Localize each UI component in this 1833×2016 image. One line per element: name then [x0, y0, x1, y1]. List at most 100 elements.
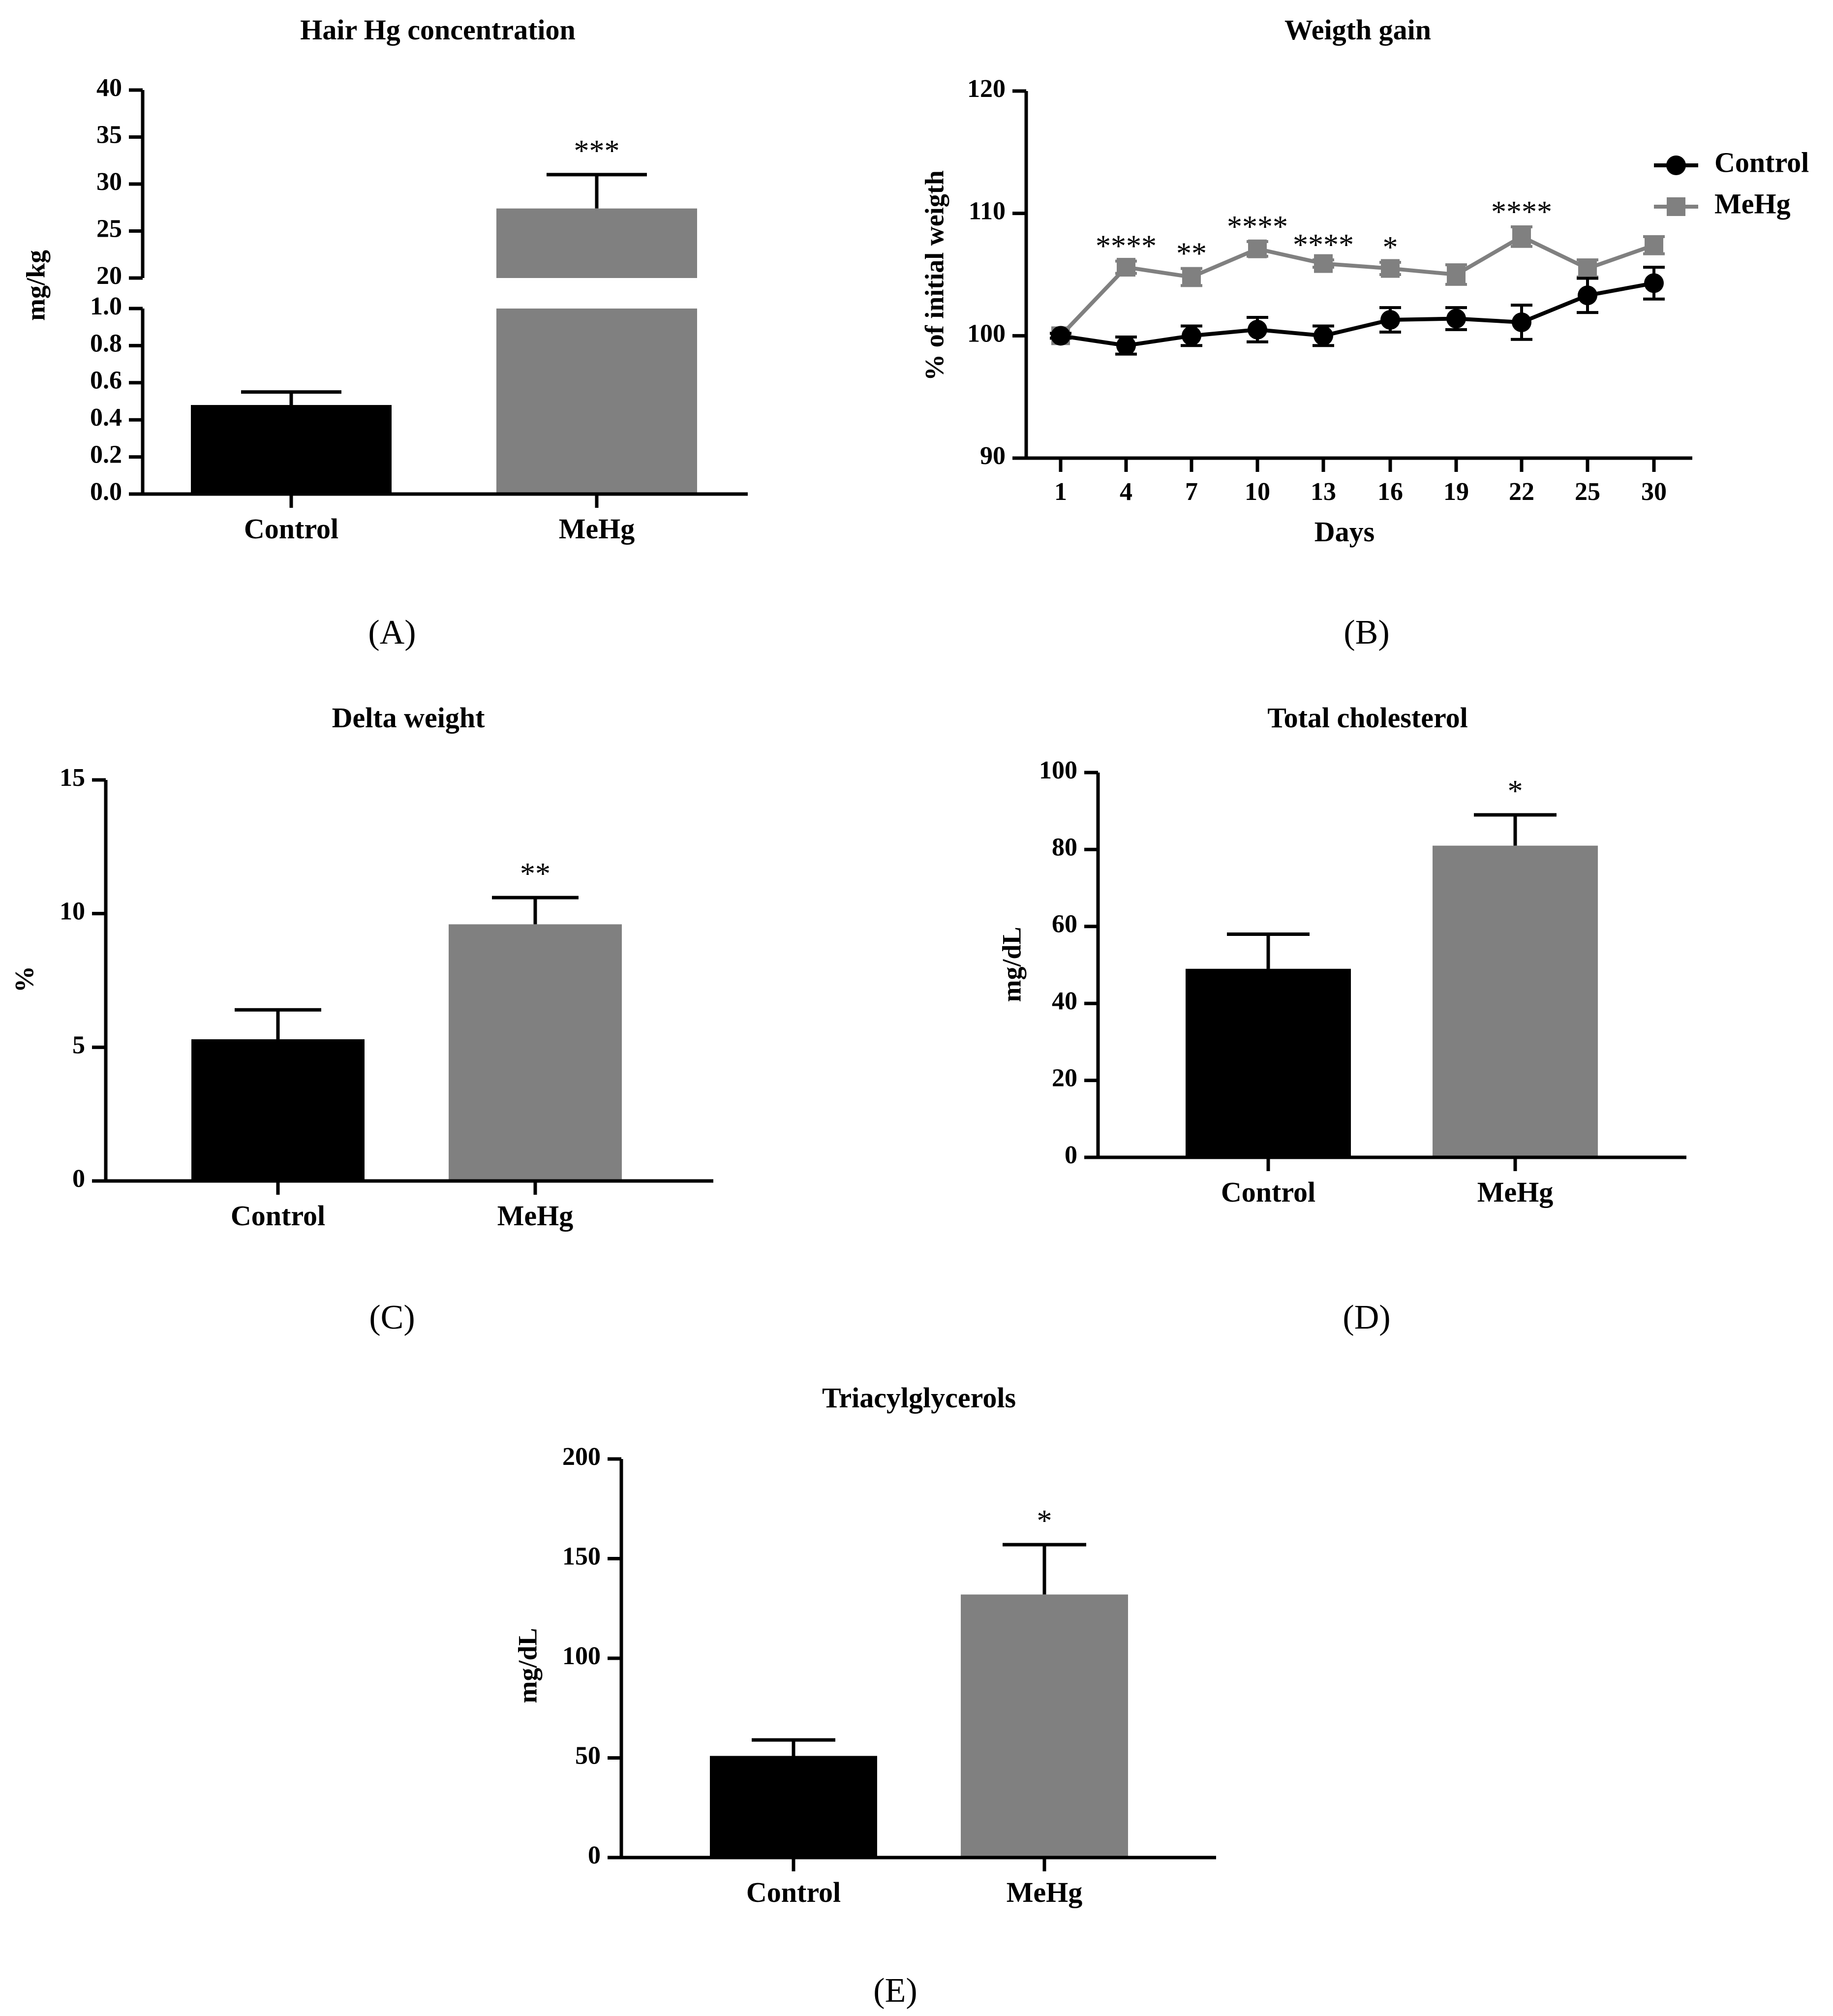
- panel-b-point-mehg: [1182, 267, 1201, 286]
- legend-control-marker: [1666, 155, 1686, 175]
- panel-d-y-tick-label: 20: [1052, 1064, 1077, 1092]
- panel-b-x-tick-label: 1: [1054, 478, 1067, 506]
- panel-c-y-tick-label: 0: [72, 1165, 85, 1193]
- panel-b-point-control: [1116, 336, 1136, 356]
- panel-b-x-tick-label: 10: [1245, 478, 1270, 506]
- panel-d-significance-mehg: *: [1508, 775, 1523, 808]
- panel-c-bar-control: [191, 1039, 365, 1181]
- panel-b-point-mehg: [1381, 259, 1400, 278]
- panel-b-y-tick-label: 100: [967, 319, 1006, 347]
- panel-c-category-control: Control: [231, 1200, 325, 1232]
- panel-b-y-tick-label: 90: [980, 442, 1006, 470]
- panel-b-y-tick-label: 120: [967, 75, 1006, 103]
- panel-b-point-control: [1512, 312, 1531, 332]
- panel-b-point-mehg: [1578, 259, 1597, 278]
- panel-b-x-tick-label: 4: [1120, 478, 1132, 506]
- panel-d-y-tick-label: 40: [1052, 987, 1077, 1015]
- panel-d-category-control: Control: [1221, 1176, 1315, 1208]
- panel-d-y-tick-label: 80: [1052, 833, 1077, 861]
- panel-c-y-tick-label: 15: [60, 764, 85, 792]
- legend-mehg-label: MeHg: [1714, 187, 1791, 219]
- panel-b-point-mehg: [1248, 239, 1267, 258]
- panel-b-point-mehg: [1512, 227, 1531, 246]
- panel-a-bar-mehg-lower: [496, 309, 697, 494]
- panel-c-y-tick-label: 5: [72, 1031, 85, 1059]
- panel-a-y-tick-label: 40: [96, 74, 122, 102]
- panel-b-point-control: [1314, 326, 1333, 346]
- panel-b-title: Weigth gain: [1284, 14, 1431, 46]
- panel-a-y-tick-label: 0.8: [90, 329, 122, 357]
- panel-d-y-tick-label: 100: [1039, 756, 1077, 784]
- panel-a-bar-control: [191, 405, 392, 494]
- panel-a-bar-mehg-upper: [496, 208, 697, 278]
- panel-a-y-tick-label: 0.0: [90, 478, 122, 506]
- panel-b-x-tick-label: 19: [1443, 478, 1469, 506]
- panel-a-title: Hair Hg concentration: [300, 14, 576, 46]
- panel-c-y-label: %: [9, 966, 39, 992]
- panel-e-title: Triacylglycerols: [822, 1382, 1016, 1414]
- panel-b-point-mehg: [1447, 265, 1466, 284]
- panel-b-x-tick-label: 25: [1575, 478, 1600, 506]
- panel-b-significance: **: [1176, 237, 1207, 271]
- panel-e-y-tick-label: 50: [575, 1741, 601, 1769]
- panel-b-significance: ****: [1096, 230, 1157, 263]
- panel-label-b: (B): [1344, 614, 1389, 651]
- panel-a-category-mehg: MeHg: [559, 513, 635, 545]
- panel-c-category-mehg: MeHg: [497, 1200, 574, 1232]
- panel-b-y-label: % of initial weigth: [919, 170, 949, 381]
- panel-a-y-tick-label: 30: [96, 168, 122, 196]
- panel-b-point-control: [1380, 310, 1400, 330]
- panel-b-point-control: [1248, 319, 1267, 340]
- panel-b-point-control: [1578, 285, 1597, 306]
- legend-mehg-marker: [1667, 197, 1685, 216]
- panel-c-y-tick-label: 10: [60, 898, 85, 926]
- panel-a-y-tick-label: 20: [96, 262, 122, 290]
- panel-b-series-line-control: [1060, 281, 1654, 348]
- panel-d-bar-control: [1186, 968, 1351, 1157]
- panel-d-y-tick-label: 60: [1052, 910, 1077, 938]
- panel-e-category-control: Control: [746, 1876, 841, 1908]
- panel-d-category-mehg: MeHg: [1477, 1176, 1554, 1208]
- panel-label-d: (D): [1343, 1299, 1390, 1336]
- panel-d-title: Total cholesterol: [1267, 702, 1468, 734]
- legend-control-label: Control: [1714, 146, 1809, 178]
- panel-a-significance-mehg: ***: [574, 134, 620, 168]
- panel-c-significance-mehg: **: [520, 857, 550, 891]
- panel-a-y-tick-label: 1.0: [90, 292, 122, 320]
- panel-e-y-tick-label: 0: [588, 1841, 601, 1869]
- panel-a-y-label: mg/kg: [21, 250, 50, 321]
- panel-a-y-tick-label: 25: [96, 215, 122, 243]
- panel-b-significance: ****: [1491, 195, 1552, 229]
- panel-b-significance: ****: [1227, 210, 1288, 244]
- panel-d-y-label: mg/dL: [997, 927, 1026, 1002]
- panel-b-point-mehg: [1117, 258, 1135, 277]
- panel-a-y-tick-label: 0.4: [90, 403, 122, 432]
- panel-b-significance: *: [1383, 231, 1398, 264]
- panel-b-series-line-mehg: [1059, 234, 1655, 338]
- panel-a-category-control: Control: [244, 513, 338, 545]
- panel-b-y-tick-label: 110: [969, 197, 1006, 225]
- panel-b-x-tick-label: 7: [1185, 478, 1198, 506]
- panel-a-y-tick-label: 35: [96, 121, 122, 149]
- panel-b-x-label: Days: [1314, 516, 1375, 548]
- panel-b-significance: ****: [1293, 228, 1354, 262]
- panel-b-x-tick-label: 30: [1641, 478, 1667, 506]
- panel-e-y-tick-label: 150: [562, 1542, 601, 1570]
- panel-e-y-tick-label: 200: [562, 1443, 601, 1471]
- panel-c-title: Delta weight: [332, 702, 486, 734]
- panel-a-y-tick-label: 0.2: [90, 441, 122, 469]
- panel-label-a: (A): [368, 614, 416, 651]
- panel-b-x-tick-label: 22: [1509, 478, 1534, 506]
- panel-b-x-tick-label: 13: [1311, 478, 1336, 506]
- panel-b-point-control: [1051, 326, 1070, 346]
- panel-b-point-mehg: [1314, 254, 1333, 273]
- panel-b-point-control: [1446, 309, 1466, 329]
- panel-label-c: (C): [369, 1299, 415, 1336]
- panel-e-category-mehg: MeHg: [1007, 1876, 1083, 1908]
- panel-d-bar-mehg: [1433, 845, 1598, 1157]
- panel-d-y-tick-label: 0: [1065, 1141, 1077, 1169]
- panel-e-bar-mehg: [961, 1594, 1128, 1858]
- panel-b-point-control: [1182, 326, 1201, 346]
- panel-c-bar-mehg: [449, 924, 622, 1181]
